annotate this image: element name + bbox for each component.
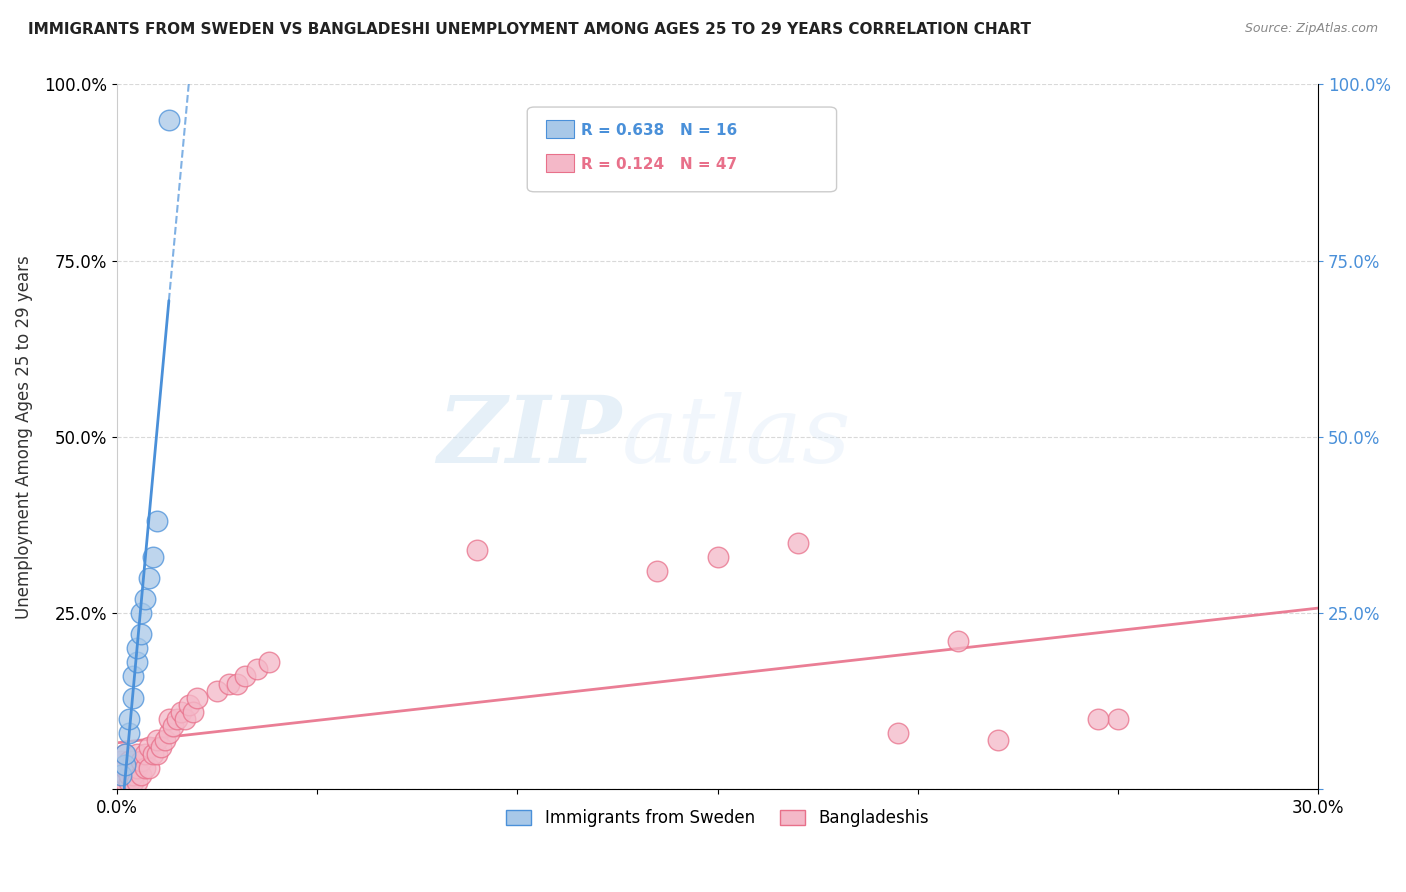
Point: [134, 761, 156, 775]
Point: [110, 768, 132, 782]
Point: [186, 690, 208, 705]
Point: [162, 719, 184, 733]
Point: [174, 712, 197, 726]
Point: [114, 757, 136, 772]
Point: [125, 656, 148, 670]
Point: [110, 754, 132, 768]
Point: [121, 768, 143, 782]
Point: [142, 747, 165, 761]
Point: [226, 676, 249, 690]
Point: [121, 690, 143, 705]
Point: [114, 768, 136, 782]
Point: [114, 775, 136, 789]
Point: [647, 564, 669, 578]
Point: [121, 754, 143, 768]
Text: R = 0.638   N = 16: R = 0.638 N = 16: [581, 123, 737, 137]
Point: [118, 768, 141, 782]
Point: [146, 747, 169, 761]
Point: [129, 754, 152, 768]
Point: [465, 542, 488, 557]
Point: [129, 606, 152, 620]
Point: [125, 747, 148, 761]
Point: [987, 732, 1010, 747]
Point: [946, 634, 969, 648]
Y-axis label: Unemployment Among Ages 25 to 29 years: Unemployment Among Ages 25 to 29 years: [15, 255, 32, 619]
Point: [134, 591, 156, 606]
Point: [121, 775, 143, 789]
Point: [181, 705, 204, 719]
Point: [110, 775, 132, 789]
Point: [118, 712, 141, 726]
Point: [146, 732, 169, 747]
Point: [125, 761, 148, 775]
Point: [125, 641, 148, 656]
Point: [786, 535, 808, 549]
Point: [114, 747, 136, 761]
Point: [157, 712, 180, 726]
Point: [157, 726, 180, 740]
Point: [129, 627, 152, 641]
Point: [1107, 712, 1129, 726]
Point: [205, 683, 228, 698]
Point: [246, 662, 269, 676]
Legend: Immigrants from Sweden, Bangladeshis: Immigrants from Sweden, Bangladeshis: [499, 803, 935, 834]
Point: [110, 768, 132, 782]
Point: [125, 775, 148, 789]
Point: [149, 739, 172, 754]
Point: [118, 775, 141, 789]
Point: [114, 761, 136, 775]
Text: atlas: atlas: [621, 392, 851, 482]
Point: [177, 698, 200, 712]
Point: [170, 705, 193, 719]
Point: [138, 739, 160, 754]
Point: [166, 712, 188, 726]
Text: Source: ZipAtlas.com: Source: ZipAtlas.com: [1244, 22, 1378, 36]
Point: [146, 515, 169, 529]
Point: [138, 761, 160, 775]
Point: [118, 754, 141, 768]
Point: [233, 669, 256, 683]
Point: [134, 747, 156, 761]
Point: [153, 732, 176, 747]
Point: [121, 669, 143, 683]
Point: [114, 747, 136, 761]
Text: ZIP: ZIP: [437, 392, 621, 482]
Point: [129, 768, 152, 782]
Point: [887, 726, 910, 740]
Point: [706, 549, 728, 564]
Point: [157, 112, 180, 127]
Text: IMMIGRANTS FROM SWEDEN VS BANGLADESHI UNEMPLOYMENT AMONG AGES 25 TO 29 YEARS COR: IMMIGRANTS FROM SWEDEN VS BANGLADESHI UN…: [28, 22, 1031, 37]
Text: R = 0.124   N = 47: R = 0.124 N = 47: [581, 157, 737, 171]
Point: [1087, 712, 1109, 726]
Point: [218, 676, 240, 690]
Point: [138, 571, 160, 585]
Point: [118, 726, 141, 740]
Point: [142, 549, 165, 564]
Point: [257, 656, 280, 670]
